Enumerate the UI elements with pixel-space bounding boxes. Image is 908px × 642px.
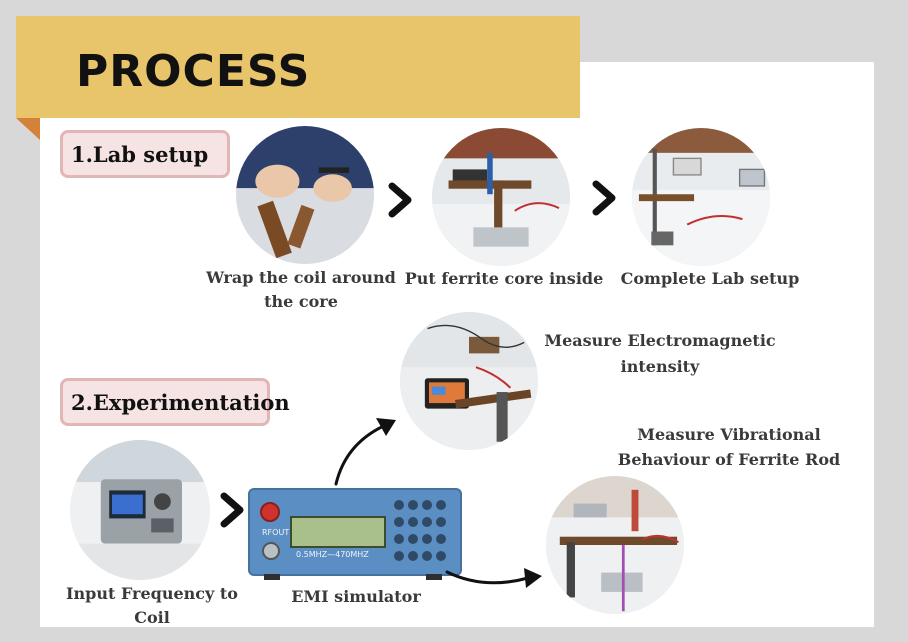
chevron-right-icon (592, 180, 616, 216)
caption-ferrite: Put ferrite core inside (404, 269, 604, 288)
caption-measure-vibration: Measure Vibrational Behaviour of Ferrite… (614, 422, 844, 472)
chevron-right-icon (388, 182, 412, 218)
curved-arrow-right-icon (445, 568, 542, 588)
photo-input-frequency (70, 440, 210, 580)
caption-line: the core (264, 292, 338, 311)
keypad (394, 500, 450, 564)
caption-emi-simulator: EMI simulator (291, 587, 421, 606)
device-port-label: RFOUT (262, 528, 290, 537)
page-title: PROCESS (76, 46, 311, 97)
caption-wrap-coil: Wrap the coil around the core (196, 266, 406, 314)
caption-input-frequency: Input Frequency to Coil (66, 584, 238, 627)
caption-line: intensity (620, 357, 700, 376)
caption-line: Behaviour of Ferrite Rod (617, 450, 841, 469)
device-range-label: 0.5MHZ—470MHZ (296, 550, 369, 559)
caption-line: Wrap the coil around (206, 268, 396, 287)
device-foot (264, 574, 280, 580)
caption-line: Measure Electromagnetic (544, 331, 776, 350)
knob-icon (260, 502, 280, 522)
chevron-right-icon (220, 492, 244, 528)
photo-complete-setup (632, 128, 770, 266)
lcd-screen (290, 516, 386, 548)
section-label-experimentation: 2.Experimentation (60, 378, 290, 426)
curved-arrow-up-icon (334, 418, 396, 486)
emi-simulator-device: RFOUT 0.5MHZ—470MHZ (248, 488, 462, 580)
photo-ferrite-core (432, 128, 570, 266)
section-label-lab-setup: 1.Lab setup (60, 130, 230, 178)
caption-line: Measure Vibrational (637, 425, 821, 444)
rf-port-icon (262, 542, 280, 560)
title-banner: PROCESS (16, 16, 580, 118)
photo-vibration-measure (546, 476, 684, 614)
caption-complete: Complete Lab setup (620, 269, 800, 288)
banner-fold (16, 118, 40, 140)
photo-em-measure (400, 312, 538, 450)
caption-measure-em: Measure Electromagnetic intensity (540, 328, 780, 380)
photo-wrap-coil (236, 126, 374, 264)
device-foot (426, 574, 442, 580)
